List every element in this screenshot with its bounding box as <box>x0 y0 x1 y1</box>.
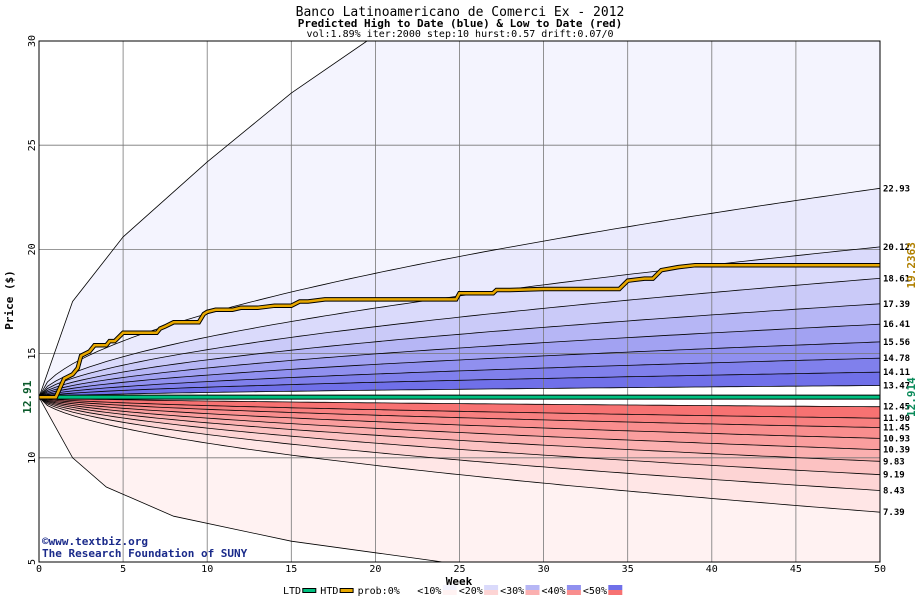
band-contour <box>39 396 880 491</box>
x-axis-label: Week <box>446 575 473 588</box>
legend-swatch-blue <box>442 585 457 590</box>
htd-value-label: 19.2363 <box>905 242 918 288</box>
lower-band-label: 9.19 <box>883 471 905 481</box>
upper-band-label: 14.78 <box>883 354 910 364</box>
lower-band <box>39 397 880 475</box>
band-contour <box>39 396 880 462</box>
x-tick-label: 50 <box>874 564 886 575</box>
y-tick-label: 5 <box>27 559 38 565</box>
lower-band <box>39 397 880 450</box>
lower-band-label: 10.39 <box>883 446 910 456</box>
band-contour <box>39 396 880 439</box>
lower-band <box>39 397 880 491</box>
lower-band <box>39 397 880 462</box>
start-price-label: 12.91 <box>21 380 34 413</box>
band-contour <box>39 396 880 476</box>
x-tick-label: 35 <box>622 564 634 575</box>
legend-swatch-red <box>401 590 416 595</box>
legend-swatch-blue <box>401 585 416 590</box>
lower-band-label: 10.93 <box>883 434 910 444</box>
upper-band-label: 15.56 <box>883 338 910 348</box>
x-tick-label: 20 <box>369 564 381 575</box>
x-tick-label: 40 <box>706 564 718 575</box>
legend-label: <20% <box>459 586 483 597</box>
lower-band-label: 7.39 <box>883 508 905 518</box>
x-tick-label: 25 <box>453 564 465 575</box>
legend-label: <40% <box>542 586 566 597</box>
x-tick-label: 10 <box>201 564 213 575</box>
legend-label: prob:0% <box>358 586 400 597</box>
band-contour <box>39 371 880 398</box>
y-tick-label: 15 <box>27 348 38 360</box>
upper-band <box>39 303 880 398</box>
band-contour <box>39 396 880 419</box>
chart-params: vol:1.89% iter:2000 step:10 hurst:0.57 d… <box>306 29 613 40</box>
lower-band-label: 12.45 <box>883 403 910 413</box>
legend-swatch-blue <box>525 585 540 590</box>
band-contour <box>39 357 880 398</box>
legend-label: <50% <box>583 586 607 597</box>
lower-band-label: 11.90 <box>883 414 910 424</box>
plot-frame <box>38 40 881 563</box>
legend: LTD HTD prob:0% <10% <20% <30% <40% <50% <box>283 585 623 597</box>
y-axis-label: Price ($) <box>3 270 16 330</box>
legend-swatch-red <box>484 590 499 595</box>
band-contour <box>39 303 880 398</box>
x-tick-label: 15 <box>285 564 297 575</box>
x-tick-label: 5 <box>120 564 126 575</box>
band-contour <box>39 396 880 408</box>
legend-label: LTD <box>283 586 301 597</box>
y-tick-label: 10 <box>27 452 38 464</box>
lower-band-label: 11.45 <box>883 424 910 434</box>
watermark: ©www.textbiz.org <box>42 535 148 548</box>
upper-band-label: 17.39 <box>883 300 910 310</box>
upper-band-label: 14.11 <box>883 368 910 378</box>
lower-band-label: 8.43 <box>883 487 905 497</box>
legend-label: <10% <box>417 586 441 597</box>
x-tick-label: 45 <box>790 564 802 575</box>
band-contour <box>39 278 880 398</box>
ltd-value-label: 12.914 <box>905 377 918 417</box>
y-tick-label: 30 <box>27 35 38 47</box>
legend-line-swatch <box>340 589 353 592</box>
max-contour <box>39 41 368 398</box>
upper-band <box>39 278 880 398</box>
lower-band <box>39 397 880 513</box>
band-contour <box>39 341 880 398</box>
x-tick-label: 30 <box>538 564 550 575</box>
legend-swatch-blue <box>484 585 499 590</box>
upper-band-label: 16.41 <box>883 320 910 330</box>
y-tick-label: 20 <box>27 243 38 255</box>
htd-line <box>39 263 880 399</box>
lower-band-label: 9.83 <box>883 457 905 467</box>
legend-swatch-red <box>525 590 540 595</box>
upper-band-label: 13.47 <box>883 381 910 391</box>
legend-swatch-red <box>566 590 581 595</box>
upper-band-label: 18.61 <box>883 274 910 284</box>
legend-line-swatch <box>303 589 316 592</box>
chart-title: Banco Latinoamericano de Comerci Ex - 20… <box>296 5 625 20</box>
upper-band <box>39 324 880 398</box>
legend-label: HTD <box>320 586 338 597</box>
band-contour <box>39 396 880 451</box>
band-contour <box>39 323 880 398</box>
min-contour <box>39 397 443 562</box>
upper-band-label: 20.12 <box>883 243 910 253</box>
legend-swatch-red <box>442 590 457 595</box>
chart-subtitle: Predicted High to Date (blue) & Low to D… <box>298 17 623 30</box>
legend-swatch-red <box>608 590 623 595</box>
legend-label: <30% <box>500 586 524 597</box>
legend-swatch-blue <box>566 585 581 590</box>
upper-band <box>39 246 880 398</box>
y-tick-label: 25 <box>27 139 38 151</box>
band-contour <box>39 385 880 398</box>
legend-swatch-blue <box>608 585 623 590</box>
credit: The Research Foundation of SUNY <box>42 547 248 560</box>
band-contour <box>39 396 880 513</box>
x-tick-label: 0 <box>36 564 42 575</box>
band-contour <box>39 396 880 428</box>
upper-band-label: 22.93 <box>883 184 910 194</box>
